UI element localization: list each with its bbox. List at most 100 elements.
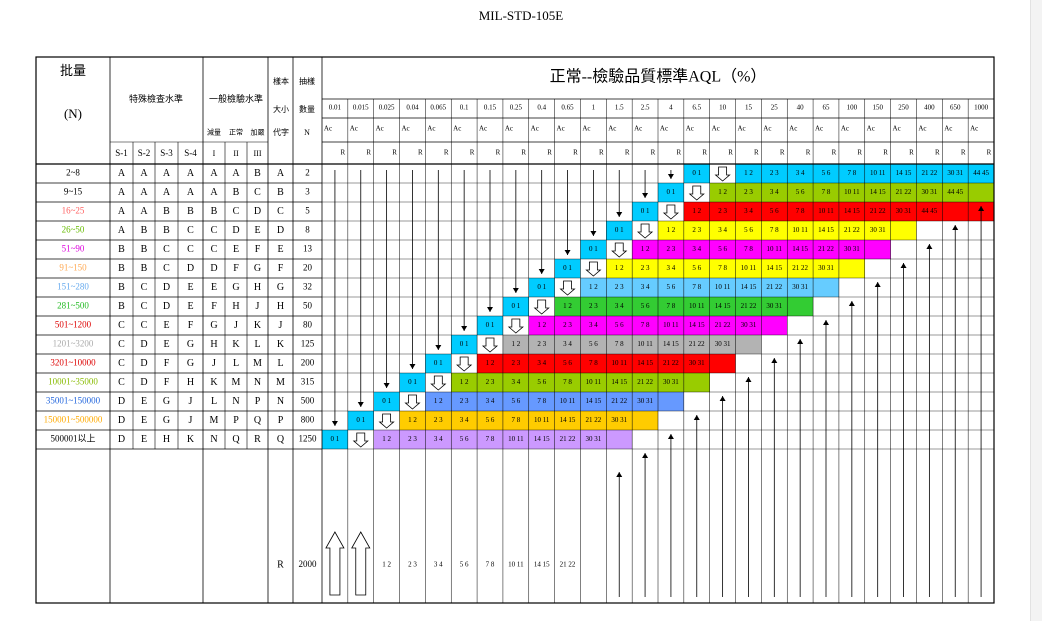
aql-value-label: 10 — [719, 104, 727, 112]
general-level-code: II — [233, 149, 239, 158]
ac-label: Ac — [453, 125, 461, 133]
aql-value-label: 0.25 — [510, 104, 523, 112]
ac-re-cell — [502, 411, 529, 430]
ac-re-value: 1 2 — [486, 359, 495, 367]
ac-re-cell — [528, 373, 555, 392]
ac-re-value: 2 3 — [667, 245, 676, 253]
code-letter: B — [277, 187, 284, 198]
ac-re-value: 3 4 — [718, 226, 727, 234]
special-code-letter: G — [163, 396, 170, 407]
ac-re-value: 2 3 — [511, 359, 520, 367]
ac-re-value: 21 22 — [844, 226, 860, 234]
re-label: R — [677, 149, 682, 157]
ac-re-value: 5 6 — [667, 283, 676, 291]
ac-re-value: 21 22 — [896, 188, 912, 196]
general-code-letter: N — [232, 396, 239, 407]
ac-re-value: 21 22 — [663, 359, 679, 367]
general-code-letter: H — [254, 282, 261, 293]
ac-re-cell — [451, 335, 478, 354]
open-arrow-icon — [688, 185, 705, 201]
special-code-letter: E — [163, 320, 169, 331]
ac-re-value: 1 2 — [434, 397, 443, 405]
down-arrow-icon — [461, 326, 468, 331]
code-letter: K — [277, 339, 285, 350]
ac-re-value: 14 15 — [637, 359, 653, 367]
ac-re-value: 5 6 — [460, 561, 469, 569]
general-code-letter: C — [254, 187, 261, 198]
ac-re-value: 30 31 — [715, 340, 731, 348]
aql-value-label: 250 — [898, 104, 909, 112]
code-letter: A — [277, 168, 285, 179]
re-label: R — [392, 149, 397, 157]
scrollbar-track[interactable] — [1030, 0, 1042, 621]
special-code-letter: A — [140, 206, 148, 217]
special-code-letter: F — [164, 377, 170, 388]
special-code-letter: D — [118, 415, 125, 426]
ac-re-value: 14 15 — [663, 340, 679, 348]
general-code-letter: H — [210, 339, 217, 350]
ac-re-cell — [735, 183, 762, 202]
special-code-letter: C — [141, 320, 148, 331]
ac-re-cell — [502, 354, 529, 373]
general-code-letter: L — [233, 358, 239, 369]
ac-re-cell — [683, 202, 710, 221]
aql-value-label: 1 — [592, 104, 596, 112]
ac-re-cell — [864, 183, 891, 202]
sample-size-value: 50 — [303, 301, 313, 311]
general-sub-label: 減量 — [207, 128, 221, 137]
ac-re-cell — [683, 278, 710, 297]
ac-re-cell — [632, 373, 658, 392]
special-code-letter: C — [118, 358, 125, 369]
up-arrow-icon — [926, 244, 933, 249]
code-label: 大小 — [273, 104, 289, 114]
aql-value-label: 65 — [823, 104, 831, 112]
ac-re-value: 2 3 — [718, 207, 727, 215]
ac-re-cell — [451, 392, 478, 411]
special-code-letter: A — [118, 187, 126, 198]
ac-re-cell — [632, 354, 658, 373]
page-title: MIL-STD-105E — [478, 8, 564, 23]
special-code-letter: B — [118, 263, 125, 274]
sample-size-value: 800 — [301, 415, 315, 425]
ac-re-cell — [632, 392, 658, 411]
ac-re-cell — [658, 354, 684, 373]
ac-re-value: 7 8 — [770, 226, 779, 234]
ac-label: Ac — [712, 125, 720, 133]
special-level-code: S-4 — [184, 148, 197, 158]
general-level-code: III — [254, 149, 262, 158]
special-code-letter: E — [141, 434, 147, 445]
ac-re-value: 21 22 — [586, 416, 602, 424]
ac-re-cell — [477, 354, 503, 373]
ac-re-cell — [632, 335, 658, 354]
ac-re-cell — [942, 164, 969, 183]
ac-re-cell — [916, 202, 943, 221]
ac-re-cell — [735, 259, 762, 278]
down-arrow-icon — [642, 193, 649, 198]
ac-re-value: 10 11 — [741, 264, 757, 272]
ac-re-cell — [735, 297, 762, 316]
ac-re-value: 3 4 — [537, 359, 546, 367]
ac-re-value: 3 4 — [641, 283, 650, 291]
ac-re-value: 7 8 — [667, 302, 676, 310]
aql-value-label: 25 — [771, 104, 779, 112]
general-code-letter: H — [232, 301, 239, 312]
general-level-code: I — [213, 149, 216, 158]
code-letter: J — [279, 320, 283, 331]
up-arrow-icon — [900, 263, 907, 268]
special-code-letter: A — [118, 206, 126, 217]
ac-re-cell — [761, 221, 788, 240]
ac-re-cell — [477, 392, 503, 411]
general-code-letter: G — [232, 282, 239, 293]
ac-re-value: 3 4 — [770, 188, 779, 196]
re-label: R — [496, 149, 501, 157]
ac-re-value: 2 3 — [408, 435, 417, 443]
ac-re-value: 2 3 — [744, 188, 753, 196]
ac-re-cell — [683, 316, 710, 335]
re-label: R — [935, 149, 940, 157]
ac-re-cell — [942, 183, 969, 202]
ac-re-value: 2 3 — [537, 340, 546, 348]
ac-re-cell — [554, 373, 581, 392]
ac-re-value: 1 2 — [382, 561, 391, 569]
ac-re-value: 30 31 — [896, 207, 912, 215]
general-code-letter: A — [232, 168, 240, 179]
